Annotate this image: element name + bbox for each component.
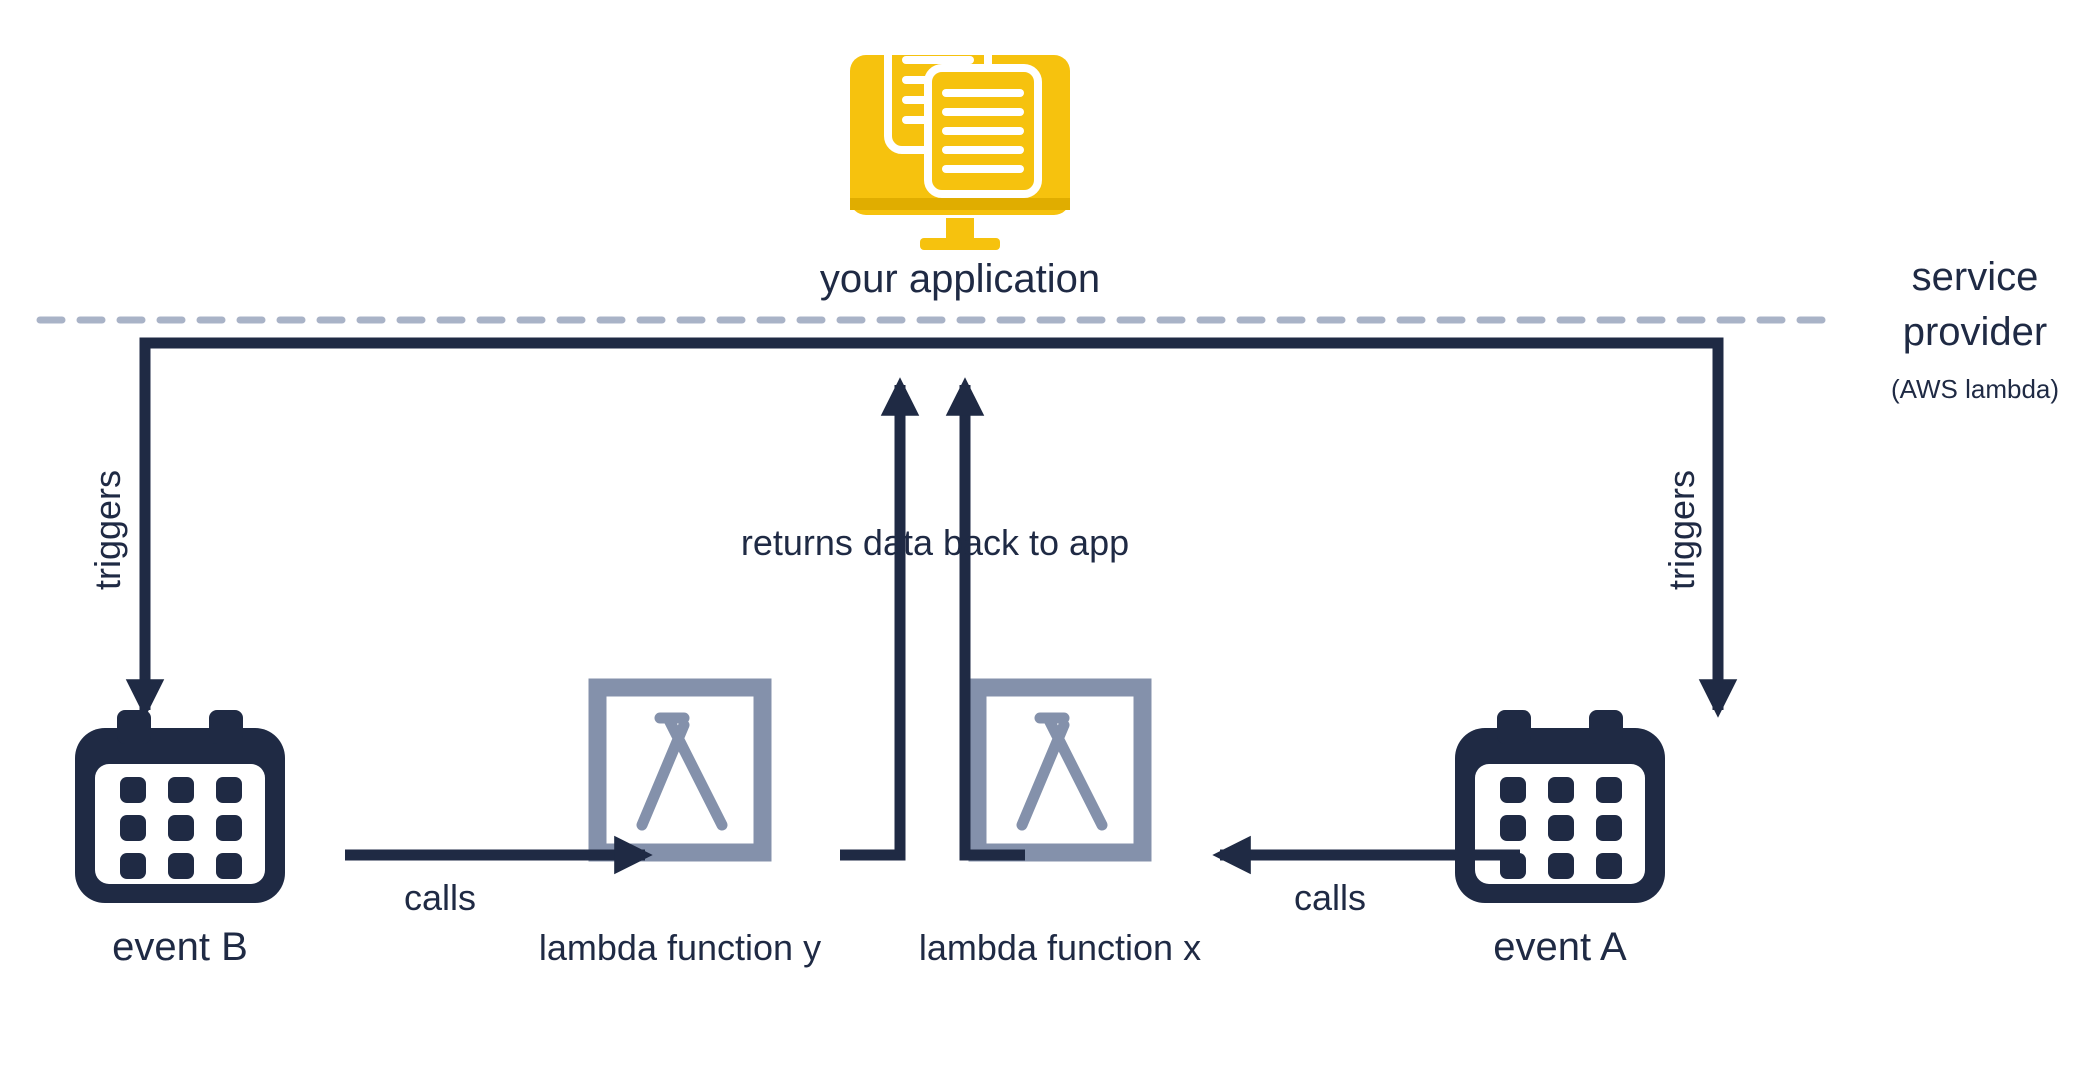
provider-label-3: (AWS lambda)	[1891, 374, 2059, 404]
application-label: your application	[820, 257, 1100, 301]
event-b-icon	[75, 710, 285, 903]
edge-calls-b-label: calls	[404, 877, 476, 918]
application-icon	[850, 32, 1070, 250]
edge-return-label: returns data back to app	[741, 522, 1129, 563]
edge-triggers-a-label: triggers	[1661, 470, 1702, 590]
provider-label-2: provider	[1903, 310, 2048, 354]
lambda-y-icon-label: lambda function y	[539, 927, 821, 968]
edge-triggers-b-label: triggers	[87, 470, 128, 590]
edge-calls-a-label: calls	[1294, 877, 1366, 918]
edge-return-y	[840, 385, 900, 855]
event-a-icon-label: event A	[1493, 925, 1627, 969]
lambda-y-icon	[598, 688, 763, 853]
lambda-x-icon	[978, 688, 1143, 853]
event-b-icon-label: event B	[112, 925, 248, 969]
event-a-icon	[1455, 710, 1665, 903]
provider-label-1: service	[1912, 255, 2039, 299]
lambda-x-icon-label: lambda function x	[919, 927, 1201, 968]
